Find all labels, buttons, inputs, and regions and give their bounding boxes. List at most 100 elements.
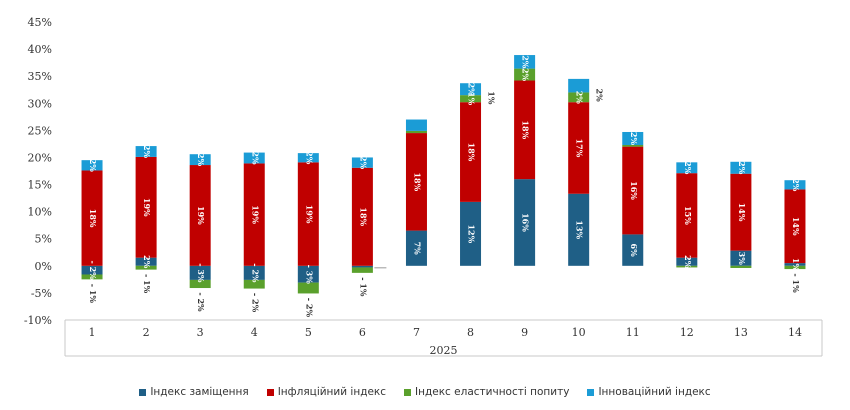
bar-segment [622,144,644,147]
data-label: 2% [595,89,605,103]
bar-segment [676,162,698,174]
bar-segment [81,170,103,266]
bar-segment [135,265,157,270]
data-label: 1% [791,258,801,272]
data-label: 2% [358,156,368,170]
legend-label: Інноваційний індекс [598,386,711,398]
bar-segment [351,267,373,273]
legend-swatch [587,388,595,396]
y-tick-label: 0% [35,260,52,273]
data-label: 2% [521,55,531,69]
axis-layer: -10%-5%0%5%10%15%20%25%30%35%40%45%1 2 3 4 5… [24,16,823,357]
data-label: - 2% [304,298,314,318]
data-label: 18% [88,209,98,228]
bar-segment [297,282,319,294]
x-tick-label: 9 [521,326,528,339]
legend-label: Індекс еластичності попиту [415,386,570,398]
bar-layer [81,55,806,294]
data-label: 2% [250,151,260,165]
data-label: 2% [196,153,206,167]
data-label: - 3% [196,263,206,283]
x-tick-label: 10 [572,326,586,339]
legend-item-inflation: Інфляційний індекс [266,386,387,398]
y-tick-label: 25% [28,124,52,137]
legend-label: Індекс заміщення [150,386,249,398]
bar-segment [135,156,157,258]
x-tick-label: 13 [734,326,748,339]
bar-segment [730,173,752,251]
bar-segment [784,189,806,264]
bar-segment [460,201,482,266]
x-tick-label: 14 [788,326,802,339]
legend-label: Інфляційний індекс [277,386,387,398]
x-tick-label: 4 [251,326,258,339]
bar-segment [730,161,752,174]
bar-segment [351,167,373,266]
bar-segment [568,193,590,266]
data-label: 1% [467,92,477,106]
data-label: 12% [467,224,477,243]
legend: Індекс заміщення Інфляційний індекс Інде… [0,386,850,398]
data-label: 18% [521,120,531,139]
legend-item-elasticity: Індекс еластичності попиту [404,386,569,398]
data-label: 2% [467,83,477,97]
bar-segment [243,163,265,266]
y-tick-label: -5% [31,287,52,300]
data-label: - 2% [88,261,98,281]
legend-swatch [404,388,412,396]
y-tick-label: 45% [28,16,52,29]
x-tick-label: 3 [197,326,204,339]
bar-segment [622,146,644,235]
y-tick-label: 35% [28,70,52,83]
bar-segment [784,180,806,190]
bar-segment [514,179,536,266]
data-label: 1% [487,91,497,105]
bar-segment [243,279,265,289]
bar-segment [351,157,373,168]
data-label: 19% [196,206,206,225]
data-label: 17% [575,139,585,158]
data-label: 19% [250,205,260,224]
data-label: 19% [304,205,314,224]
x-tick-label: 12 [680,326,694,339]
bar-segment [297,265,319,283]
x-tick-label: 6 [359,326,366,339]
bar-segment [189,154,211,166]
data-label: 2% [142,255,152,269]
bar-segment [189,279,211,289]
data-label: - 1% [88,284,98,304]
x-group-label: 2025 [430,344,458,357]
data-label: 2% [304,151,314,165]
bar-segment [622,234,644,266]
data-label: 14% [737,203,747,222]
data-label: 18% [467,143,477,162]
data-label: - 1% [142,274,152,294]
x-tick-label: 8 [467,326,474,339]
data-label: - 2% [250,293,260,313]
data-label: 2% [629,132,639,146]
x-tick-label: 7 [413,326,420,339]
bar-segment [676,173,698,258]
bar-segment [514,55,536,69]
data-label: 18% [358,207,368,226]
bar-segment [405,119,427,131]
bar-segment [135,257,157,266]
data-label: 7% [412,242,422,256]
data-label: 2% [737,161,747,175]
data-label: 16% [629,181,639,200]
y-tick-label: 10% [28,206,52,219]
data-label: 2% [683,161,693,175]
bar-segment [81,274,103,280]
legend-item-innovation: Інноваційний індекс [587,386,711,398]
bar-segment [676,257,698,266]
data-label: - 3% [304,265,314,285]
y-tick-label: 40% [28,43,52,56]
bar-segment [676,265,698,268]
data-label: 13% [575,220,585,239]
legend-swatch [266,388,274,396]
bar-segment [81,160,103,171]
bar-segment [730,250,752,266]
bar-segment [243,152,265,164]
data-label: 2% [683,255,693,269]
data-label: 19% [142,198,152,217]
